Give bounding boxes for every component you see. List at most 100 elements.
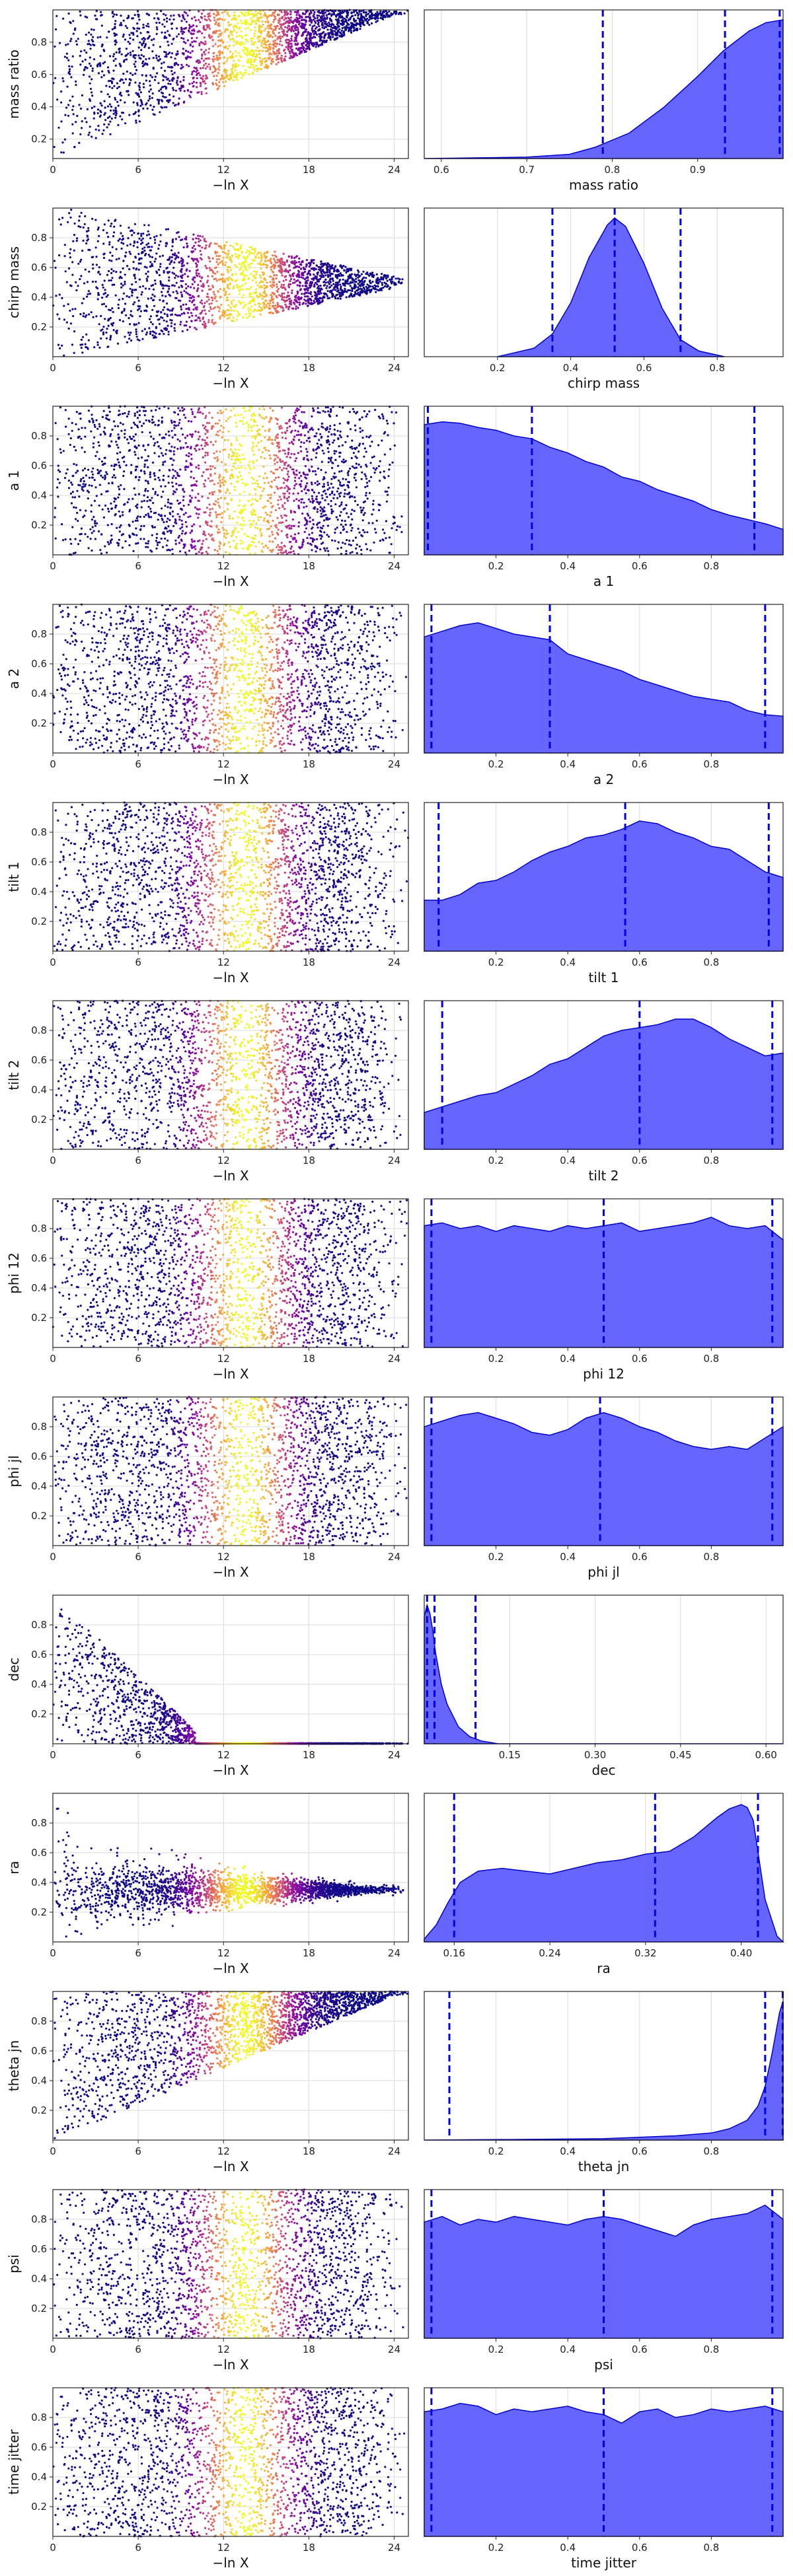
mass-ratio-left-point [368, 11, 371, 13]
mass-ratio-left-point [283, 18, 285, 21]
chirp-mass-left-x-tick-label: 24 [388, 362, 400, 374]
chirp-mass-left-point [237, 254, 240, 257]
chirp-mass-left-point [170, 322, 173, 324]
mass-ratio-left-point [389, 15, 391, 18]
mass-ratio-left-point [300, 47, 303, 50]
mass-ratio-left-point [180, 20, 183, 22]
a-1-left-point [324, 492, 327, 495]
chirp-mass-left-point [285, 269, 287, 271]
chirp-mass-left-point [243, 304, 246, 307]
chirp-mass-left-point [245, 274, 248, 277]
chirp-mass-left-point [287, 308, 290, 310]
chirp-mass-left-point [149, 321, 153, 324]
mass-ratio-left-point [134, 72, 137, 75]
chirp-mass-left-point [122, 292, 126, 295]
chirp-mass-left-point [182, 264, 185, 267]
chirp-mass-left-point [76, 237, 79, 240]
chirp-mass-left-point [135, 268, 138, 270]
chirp-mass-left-point [229, 258, 231, 261]
a-1-left-point [123, 460, 126, 463]
mass-ratio-left-point [161, 86, 163, 89]
chirp-mass-left-point [363, 276, 365, 279]
mass-ratio-left-point [130, 54, 132, 56]
mass-ratio-left-point [139, 32, 142, 34]
chirp-mass-left-point [80, 347, 83, 349]
a-1-left-point [178, 484, 180, 487]
a-1-left-point [106, 524, 109, 526]
mass-ratio-left-point [145, 24, 148, 27]
chirp-mass-left-point [240, 303, 243, 305]
chirp-mass-left-point [158, 268, 161, 271]
a-1-left-point [138, 413, 141, 417]
chirp-mass-left-point [154, 283, 157, 285]
mass-ratio-left-point [196, 30, 199, 34]
mass-ratio-left-point [218, 65, 221, 68]
chirp-mass-left-point [155, 234, 158, 237]
mass-ratio-left-point [69, 73, 71, 75]
chirp-mass-left-point [357, 283, 359, 285]
mass-ratio-left-point [158, 21, 161, 24]
chirp-mass-left-point [366, 283, 369, 286]
chirp-mass-left-point [182, 303, 184, 306]
mass-ratio-left-point [264, 61, 266, 63]
chirp-mass-left-point [67, 221, 69, 223]
a-1-left-point [311, 537, 314, 540]
chirp-mass-left-point [59, 347, 61, 350]
mass-ratio-left-point [129, 37, 132, 40]
mass-ratio-left-point [316, 43, 319, 46]
mass-ratio-left-point [194, 19, 197, 22]
a-1-left-point [143, 515, 145, 519]
chirp-mass-left-point [199, 234, 202, 238]
chirp-mass-left-point [96, 341, 99, 344]
chirp-mass-left-point [113, 231, 116, 234]
chirp-mass-left-point [110, 260, 113, 262]
mass-ratio-left-point [270, 63, 273, 65]
mass-ratio-left-point [314, 20, 317, 23]
chirp-mass-left-point [130, 332, 132, 334]
chirp-mass-left-point [140, 239, 143, 242]
mass-ratio-left-point [262, 23, 264, 26]
mass-ratio-left-point [287, 29, 290, 32]
chirp-mass-left-point [153, 299, 155, 301]
chirp-mass-left-point [180, 268, 183, 271]
mass-ratio-left-x-tick-label: 12 [217, 164, 230, 176]
mass-ratio-left-point [292, 30, 295, 32]
chirp-mass-left-point [249, 308, 252, 311]
mass-ratio-left-point [175, 53, 178, 55]
a-1-left-point [305, 439, 308, 442]
chirp-mass-left-point [151, 308, 154, 311]
mass-ratio-left-point [258, 29, 261, 32]
chirp-mass-left-point [377, 281, 380, 284]
mass-ratio-left-point [206, 26, 209, 29]
mass-ratio-left-point [253, 69, 256, 71]
a-1-left-point [267, 449, 270, 452]
mass-ratio-left-point [359, 24, 361, 26]
mass-ratio-left-point [218, 85, 221, 87]
chirp-mass-left-point [265, 304, 268, 306]
chirp-mass-left-point [84, 215, 87, 217]
chirp-mass-left-point [259, 262, 262, 264]
chirp-mass-left-point [289, 274, 291, 277]
chirp-mass-left-point [159, 234, 162, 236]
chirp-mass-left-point [149, 261, 152, 264]
mass-ratio-left-point [155, 13, 158, 15]
chirp-mass-left-point [97, 227, 100, 229]
mass-ratio-left-point [240, 77, 243, 79]
chirp-mass-left-point [209, 260, 211, 263]
chirp-mass-left-point [357, 286, 359, 289]
mass-ratio-left-point [175, 27, 178, 30]
chirp-mass-left-point [241, 279, 245, 282]
chirp-mass-left-point [258, 274, 262, 277]
chirp-mass-left-point [260, 276, 262, 279]
mass-ratio-left-point [341, 10, 344, 13]
mass-ratio-left-point [275, 27, 278, 30]
mass-ratio-left-point [311, 25, 314, 28]
chirp-mass-left-point [170, 261, 172, 264]
a-1-left-point [363, 410, 366, 413]
chirp-mass-left-point [346, 268, 348, 271]
mass-ratio-left-point [261, 50, 264, 52]
mass-ratio-left-point [112, 59, 115, 62]
mass-ratio-left-point [319, 40, 321, 42]
mass-ratio-left-point [245, 27, 247, 30]
chirp-mass-left-point [300, 276, 303, 279]
